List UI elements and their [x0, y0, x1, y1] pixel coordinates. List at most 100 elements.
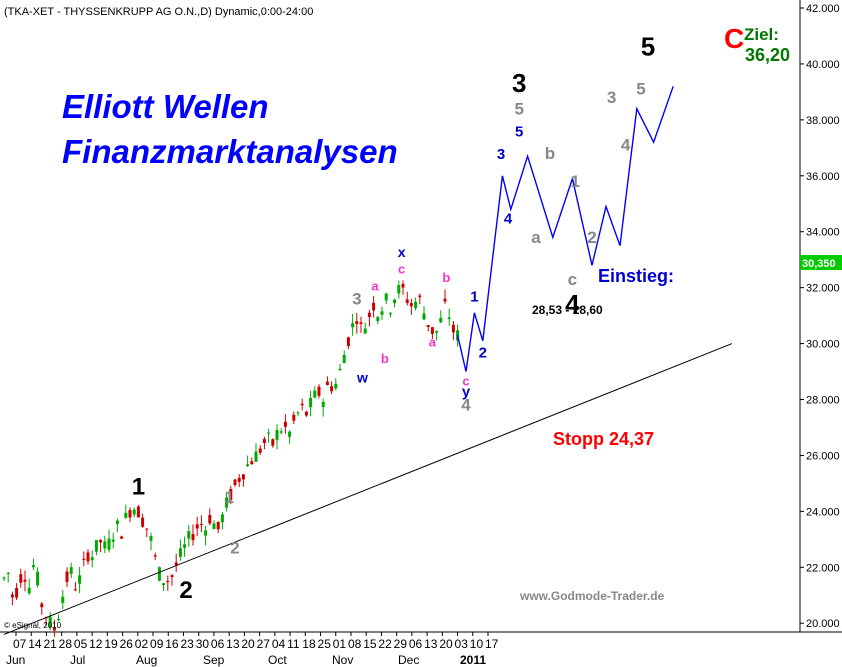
- wave-label: 4: [504, 210, 513, 227]
- candle-body: [208, 514, 212, 524]
- candle-body: [128, 510, 132, 518]
- wave-label: b: [381, 351, 389, 366]
- stop-label: Stopp 24,37: [553, 429, 654, 449]
- x-month-label: 2011: [460, 653, 486, 667]
- candle-body: [10, 594, 14, 598]
- x-month-label: Jun: [6, 653, 25, 667]
- x-day-label: 22: [378, 637, 392, 651]
- headline-line-1: Elliott Wellen: [62, 88, 269, 125]
- candle-body: [27, 587, 31, 594]
- candle-body: [212, 523, 216, 529]
- candle-body: [136, 506, 140, 518]
- candle-body: [304, 411, 308, 416]
- wave-label: 5: [636, 80, 645, 99]
- x-day-label: 07: [13, 637, 27, 651]
- watermark: www.Godmode-Trader.de: [519, 589, 665, 603]
- candle-body: [258, 448, 262, 453]
- candle-body: [376, 317, 380, 321]
- x-day-label: 11: [287, 637, 300, 651]
- x-day-label: 08: [348, 637, 362, 651]
- x-day-label: 02: [135, 637, 149, 651]
- candle-body: [338, 368, 342, 371]
- candle-body: [279, 431, 283, 433]
- x-month-label: Oct: [268, 653, 287, 667]
- candle-body: [346, 337, 350, 347]
- x-day-label: 25: [318, 637, 332, 651]
- projection-path: [456, 86, 674, 372]
- y-tick-label: 42.000: [806, 3, 840, 15]
- candle-body: [254, 451, 258, 462]
- wave-label: c: [462, 374, 469, 389]
- candle-body: [132, 509, 136, 515]
- candle-body: [380, 311, 384, 315]
- chart-title: (TKA-XET - THYSSENKRUPP AG O.N.,D) Dynam…: [4, 6, 313, 18]
- candle-body: [191, 534, 195, 541]
- y-tick-label: 40.000: [806, 59, 840, 71]
- candle-body: [296, 412, 300, 414]
- candle-body: [313, 390, 317, 398]
- x-day-label: 13: [226, 637, 240, 651]
- candle-body: [183, 544, 187, 548]
- projection-layer: [456, 86, 674, 372]
- wave-label: 4: [621, 136, 631, 155]
- wave-label: 5: [514, 99, 523, 118]
- support-trendline: [3, 343, 733, 635]
- wave-label: 5: [515, 124, 523, 141]
- y-tick-label: 38.000: [806, 115, 840, 127]
- candle-body: [409, 303, 413, 307]
- candle-body: [334, 383, 338, 389]
- candle-body: [174, 562, 178, 566]
- candle-body: [69, 567, 73, 574]
- x-day-label: 05: [74, 637, 88, 651]
- candle-body: [73, 589, 77, 591]
- y-tick-label: 26.000: [806, 450, 840, 462]
- candle-body: [283, 421, 287, 427]
- candle-body: [363, 328, 367, 334]
- candle-body: [40, 603, 44, 608]
- candle-body: [271, 439, 275, 446]
- candle-body: [99, 539, 103, 543]
- candle-body: [443, 298, 447, 302]
- x-month-label: Sep: [203, 653, 225, 667]
- candle-body: [439, 317, 443, 323]
- candle-body: [430, 327, 434, 335]
- candle-body: [6, 572, 10, 574]
- candle-body: [111, 539, 115, 542]
- wave-label: a: [531, 228, 541, 247]
- candle-body: [124, 512, 128, 518]
- candle-body: [61, 596, 65, 603]
- wave-label: a: [429, 334, 437, 349]
- candle-body: [292, 414, 296, 421]
- y-tick-label: 22.000: [806, 562, 840, 574]
- x-day-label: 19: [104, 637, 118, 651]
- wave-label: 2: [230, 538, 239, 557]
- x-day-label: 29: [394, 637, 408, 651]
- candle-body: [199, 523, 203, 525]
- candle-body: [86, 552, 90, 562]
- target-c-label: C: [724, 23, 744, 54]
- candle-body: [23, 579, 27, 582]
- wave-label: 1: [470, 289, 478, 306]
- x-month-label: Nov: [332, 653, 353, 667]
- candle-body: [367, 312, 371, 318]
- x-month-label: Aug: [136, 653, 157, 667]
- candle-body: [19, 574, 23, 583]
- candle-body: [246, 464, 250, 466]
- candle-body: [241, 474, 245, 480]
- candle-body: [48, 616, 52, 628]
- wave-label: 1: [132, 474, 145, 501]
- last-price-box: [800, 255, 842, 270]
- y-tick-label: 28.000: [806, 395, 840, 407]
- x-day-label: 10: [470, 637, 484, 651]
- candle-body: [447, 317, 451, 319]
- candle-body: [162, 583, 166, 586]
- x-day-label: 03: [455, 637, 469, 651]
- wave-label: 3: [497, 146, 505, 163]
- y-tick-label: 34.000: [806, 227, 840, 239]
- x-day-label: 20: [439, 637, 453, 651]
- candle-body: [225, 497, 229, 508]
- candle-body: [288, 431, 292, 437]
- candle-body: [94, 540, 98, 552]
- candle-body: [275, 430, 279, 440]
- candle-body: [325, 381, 329, 386]
